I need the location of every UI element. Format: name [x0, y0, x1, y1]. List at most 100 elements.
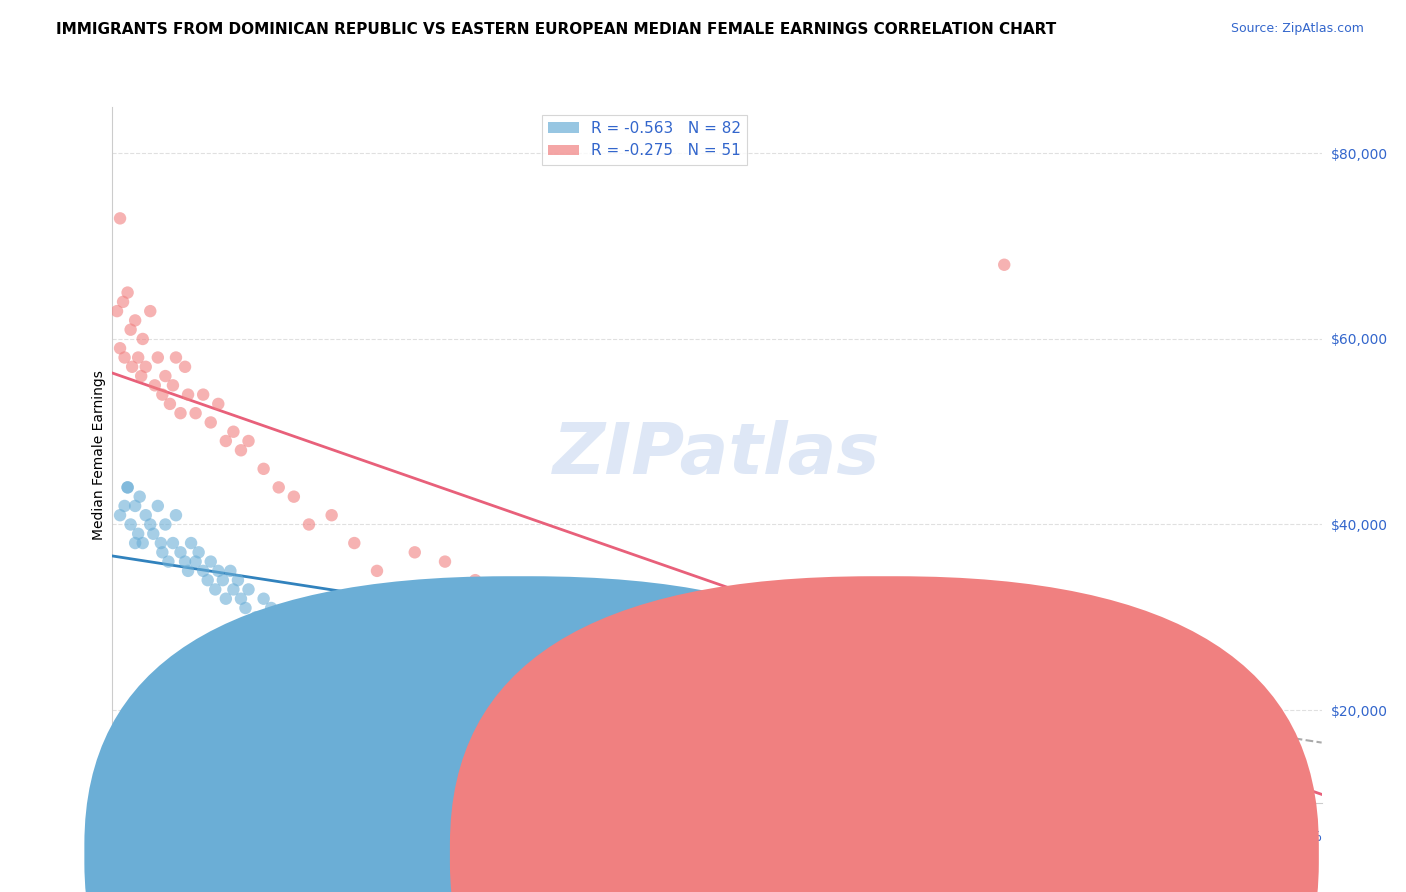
Point	[766, 629, 789, 643]
Point	[117, 285, 139, 300]
Point	[139, 304, 162, 318]
Point	[509, 657, 531, 671]
Point	[200, 555, 222, 569]
Point	[184, 555, 207, 569]
Point	[328, 638, 350, 652]
Point	[222, 425, 245, 439]
Point	[993, 258, 1015, 272]
Point	[169, 545, 191, 559]
Point	[366, 564, 388, 578]
Point	[305, 629, 328, 643]
Point	[661, 703, 683, 717]
Point	[146, 499, 169, 513]
Point	[174, 359, 197, 374]
Point	[150, 387, 173, 401]
Point	[948, 638, 970, 652]
Point	[219, 564, 242, 578]
Point	[226, 573, 249, 587]
Point	[887, 648, 910, 662]
Point	[977, 648, 1000, 662]
Point	[298, 619, 321, 633]
Point	[207, 397, 229, 411]
Point	[127, 351, 149, 365]
Point	[1053, 638, 1076, 652]
Point	[135, 508, 157, 523]
Point	[675, 657, 697, 671]
Point	[253, 591, 276, 606]
Point	[177, 564, 200, 578]
Text: ZIPatlas: ZIPatlas	[554, 420, 880, 490]
Point	[283, 601, 305, 615]
Point	[108, 211, 131, 226]
Point	[215, 591, 238, 606]
Point	[108, 508, 131, 523]
Point	[253, 462, 276, 476]
Point	[159, 397, 181, 411]
Point	[112, 294, 135, 309]
Text: 80.0%: 80.0%	[1278, 830, 1322, 844]
Point	[124, 499, 146, 513]
Text: Source: ZipAtlas.com: Source: ZipAtlas.com	[1230, 22, 1364, 36]
Point	[146, 351, 169, 365]
Point	[229, 443, 252, 458]
Point	[433, 648, 456, 662]
Point	[1008, 665, 1031, 680]
Point	[155, 369, 177, 384]
Point	[856, 629, 880, 643]
Point	[120, 323, 142, 337]
Point	[108, 341, 131, 355]
Point	[132, 536, 155, 550]
Text: IMMIGRANTS FROM DOMINICAN REPUBLIC VS EASTERN EUROPEAN MEDIAN FEMALE EARNINGS CO: IMMIGRANTS FROM DOMINICAN REPUBLIC VS EA…	[56, 22, 1056, 37]
Point	[260, 601, 283, 615]
Point	[404, 629, 426, 643]
Point	[298, 517, 321, 532]
Point	[184, 406, 207, 420]
Point	[155, 517, 177, 532]
Point	[1024, 684, 1046, 698]
Text: 0.0%: 0.0%	[112, 830, 148, 844]
Y-axis label: Median Female Earnings: Median Female Earnings	[91, 370, 105, 540]
Point	[187, 545, 209, 559]
Point	[585, 648, 607, 662]
Point	[174, 555, 197, 569]
Point	[204, 582, 226, 597]
Point	[191, 564, 214, 578]
Point	[120, 517, 142, 532]
Point	[124, 536, 146, 550]
Point	[169, 406, 191, 420]
Point	[165, 351, 187, 365]
Point	[135, 359, 157, 374]
Point	[149, 536, 172, 550]
Point	[645, 648, 668, 662]
Point	[585, 619, 607, 633]
Point	[616, 657, 638, 671]
Point	[359, 638, 381, 652]
Point	[495, 648, 517, 662]
Point	[524, 591, 547, 606]
Legend: R = -0.563   N = 82, R = -0.275   N = 51: R = -0.563 N = 82, R = -0.275 N = 51	[541, 115, 747, 164]
Point	[495, 582, 517, 597]
Point	[706, 591, 728, 606]
Point	[283, 490, 305, 504]
Point	[207, 564, 229, 578]
Point	[222, 582, 245, 597]
Point	[121, 359, 143, 374]
Point	[404, 545, 426, 559]
Point	[238, 582, 260, 597]
Point	[554, 638, 576, 652]
Point	[128, 490, 150, 504]
Point	[114, 499, 136, 513]
Point	[918, 657, 941, 671]
Point	[343, 536, 366, 550]
Point	[524, 665, 547, 680]
Point	[374, 619, 396, 633]
Point	[129, 369, 152, 384]
Point	[449, 629, 471, 643]
Point	[388, 648, 411, 662]
Point	[211, 573, 233, 587]
Text: Immigrants from Dominican Republic: Immigrants from Dominican Republic	[548, 849, 807, 863]
Point	[276, 619, 298, 633]
Point	[314, 610, 336, 624]
Point	[290, 610, 312, 624]
Point	[267, 610, 290, 624]
